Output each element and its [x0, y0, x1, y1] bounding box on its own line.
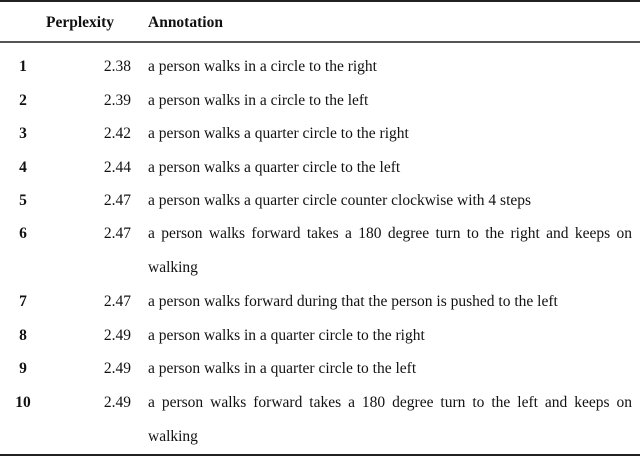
rank-cell: 10 [15, 394, 31, 411]
perplexity-cell: 2.47 [103, 225, 131, 242]
perplexity-cell: 2.38 [103, 58, 131, 75]
header-rule [0, 41, 640, 43]
perplexity-cell: 2.44 [103, 159, 131, 176]
rank-cell: 4 [19, 159, 27, 176]
rank-cell: 1 [19, 58, 27, 75]
header-perplexity: Perplexity [46, 14, 115, 31]
annotation-cell: a person walks a quarter circle to the l… [148, 159, 401, 176]
annotation-cell: a person walks a quarter circle counter … [148, 192, 532, 209]
annotation-cell: a person walks in a circle to the right [148, 58, 377, 75]
top-rule [0, 0, 640, 2]
perplexity-cell: 2.47 [103, 293, 131, 310]
rank-cell: 3 [19, 125, 27, 142]
annotation-cell: a person walks forward takes a 180 degre… [148, 394, 632, 445]
perplexity-cell: 2.47 [103, 192, 131, 209]
perplexity-cell: 2.42 [103, 125, 131, 142]
annotation-cell: a person walks in a quarter circle to th… [148, 327, 425, 344]
rank-cell: 9 [19, 360, 27, 377]
annotation-cell: a person walks in a quarter circle to th… [148, 360, 417, 377]
perplexity-cell: 2.49 [103, 394, 131, 411]
header-annotation: Annotation [148, 14, 223, 31]
rank-cell: 2 [19, 92, 27, 109]
perplexity-cell: 2.49 [103, 327, 131, 344]
perplexity-cell: 2.49 [103, 360, 131, 377]
rank-cell: 5 [19, 192, 27, 209]
rank-cell: 6 [19, 225, 27, 242]
bottom-rule [0, 454, 640, 456]
annotation-cell: a person walks a quarter circle to the r… [148, 125, 409, 142]
annotation-cell: a person walks forward takes a 180 degre… [148, 225, 632, 276]
rank-cell: 7 [19, 293, 27, 310]
perplexity-cell: 2.39 [103, 92, 131, 109]
annotation-cell: a person walks in a circle to the left [148, 92, 369, 109]
annotation-cell: a person walks forward during that the p… [148, 293, 558, 310]
rank-cell: 8 [19, 327, 27, 344]
